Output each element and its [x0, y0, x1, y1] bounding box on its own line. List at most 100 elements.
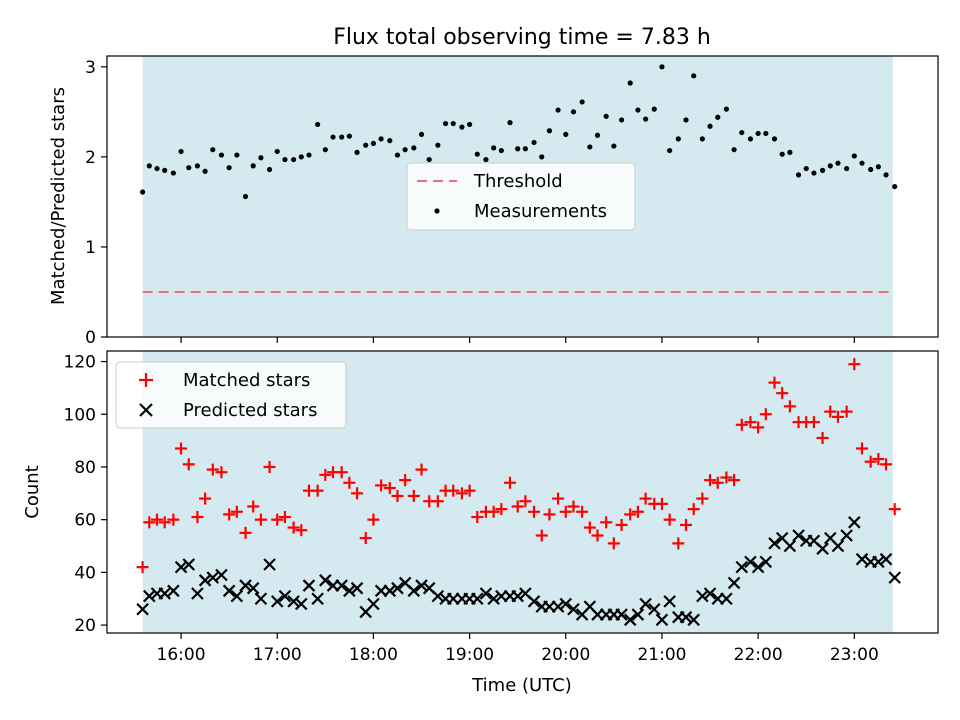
predicted-star-point: [230, 589, 244, 603]
measurement-point: [491, 145, 497, 151]
matched-star-point: [567, 500, 580, 513]
bottom-y-tick-label: 120: [64, 353, 96, 373]
predicted-star-point: [343, 584, 356, 598]
measurement-point: [643, 116, 649, 122]
measurement-point: [234, 152, 240, 158]
matched-star-point: [600, 516, 613, 529]
measurement-point: [498, 147, 504, 154]
matched-star-point: [704, 474, 717, 487]
matched-star-point: [519, 495, 532, 508]
measurement-point: [563, 131, 569, 137]
bottom-x-tick-label: 21:00: [637, 645, 686, 665]
matched-star-point: [136, 561, 149, 574]
predicted-star-point: [391, 581, 404, 595]
measurement-point: [747, 136, 754, 142]
predicted-star-point: [415, 579, 428, 592]
measurement-point: [892, 183, 898, 190]
top-y-axis-label: Matched/Predicted stars: [48, 87, 69, 305]
predicted-star-point: [287, 595, 300, 608]
measurement-point: [731, 147, 737, 153]
measurement-point: [282, 156, 288, 163]
measurement-point: [635, 107, 641, 113]
predicted-star-point: [350, 581, 364, 595]
measurement-point: [779, 151, 785, 157]
bottom-axes-frame: [106, 350, 939, 634]
bottom-y-tick-label: 20: [74, 616, 96, 636]
measurement-point: [139, 189, 146, 195]
predicted-star-point: [479, 587, 493, 600]
bottom-y-tick-label: 60: [74, 511, 96, 531]
measurement-point: [298, 154, 304, 160]
matched-star-point: [720, 471, 733, 484]
bottom-y-tick-label: 100: [64, 405, 96, 425]
measurement-point: [739, 129, 745, 136]
measurement-point: [186, 165, 192, 171]
matched-star-point: [807, 416, 820, 429]
measurement-point: [522, 146, 528, 152]
predicted-star-point: [167, 584, 180, 598]
bottom-y-ticks: 20 40 60 80 100 120: [64, 353, 107, 636]
predicted-star-point: [215, 568, 228, 582]
measurement-point: [771, 136, 778, 142]
matched-star-point: [367, 513, 380, 526]
predicted-star-point: [431, 589, 445, 603]
bottom-x-tick-label: 20:00: [541, 645, 590, 665]
matched-star-point: [856, 442, 869, 455]
measurement-point: [763, 130, 769, 137]
predicted-star-point: [295, 597, 308, 611]
bottom-x-ticks: 16:00 17:00 18:00 19:00 20:00 21:00 22:00 23:00: [157, 633, 879, 665]
matched-star-point: [615, 518, 628, 531]
predicted-star-point: [551, 600, 565, 613]
predicted-star-point: [840, 529, 853, 542]
matched-star-point: [431, 495, 444, 508]
matched-star-point: [728, 474, 741, 487]
bottom-x-axis-label: Time (UTC): [471, 675, 572, 696]
matched-star-point: [511, 500, 524, 513]
predicted-star-point: [816, 542, 829, 555]
bottom-panel: 20 40 60 80 100 120 16:00 17:00 18:00 19:00 20:00…: [22, 350, 939, 696]
matched-star-point: [254, 513, 267, 526]
measurement-point: [354, 149, 360, 155]
measurement-point: [579, 99, 585, 105]
matched-star-point: [158, 516, 171, 529]
matched-star-point: [735, 418, 748, 431]
matched-star-point: [319, 468, 332, 481]
matched-star-point: [287, 521, 300, 534]
predicted-star-point: [735, 560, 749, 574]
measurement-point: [594, 132, 601, 138]
measurement-point: [210, 147, 216, 153]
measurement-point: [667, 147, 673, 154]
measurement-point: [483, 156, 489, 163]
predicted-star-point: [136, 603, 149, 616]
top-axes-frame: [106, 55, 939, 338]
measurement-point: [707, 123, 713, 129]
bottom-x-tick-label: 16:00: [157, 645, 206, 665]
bottom-x-tick-label: 22:00: [734, 645, 783, 665]
measurement-point: [394, 152, 401, 158]
measurement-point: [515, 146, 521, 152]
matched-star-point: [471, 511, 484, 524]
predicted-star-point: [206, 571, 220, 584]
measurement-point: [363, 142, 369, 148]
measurement-point: [811, 170, 817, 176]
measurement-point: [226, 165, 232, 171]
predicted-star-point: [191, 587, 204, 600]
measurement-point: [755, 130, 761, 137]
predicted-star-point: [855, 552, 869, 566]
predicted-star-point: [888, 571, 901, 584]
legend-matched-swatch: [139, 373, 153, 387]
bottom-x-tick-label: 23:00: [830, 645, 879, 665]
predicted-star-point: [687, 613, 700, 627]
predicted-star-point: [783, 539, 797, 553]
measurement-point: [426, 156, 432, 163]
matched-star-point: [680, 518, 693, 531]
legend-predicted-label: Predicted stars: [183, 400, 317, 421]
matched-star-point: [880, 458, 893, 471]
matched-star-point: [824, 405, 837, 418]
matched-star-point: [624, 508, 637, 521]
measurement-point: [659, 64, 665, 70]
predicted-star-point: [792, 529, 805, 542]
predicted-star-point: [278, 589, 292, 603]
bottom-x-tick-label: 19:00: [445, 645, 494, 665]
matched-star-point: [631, 505, 644, 518]
